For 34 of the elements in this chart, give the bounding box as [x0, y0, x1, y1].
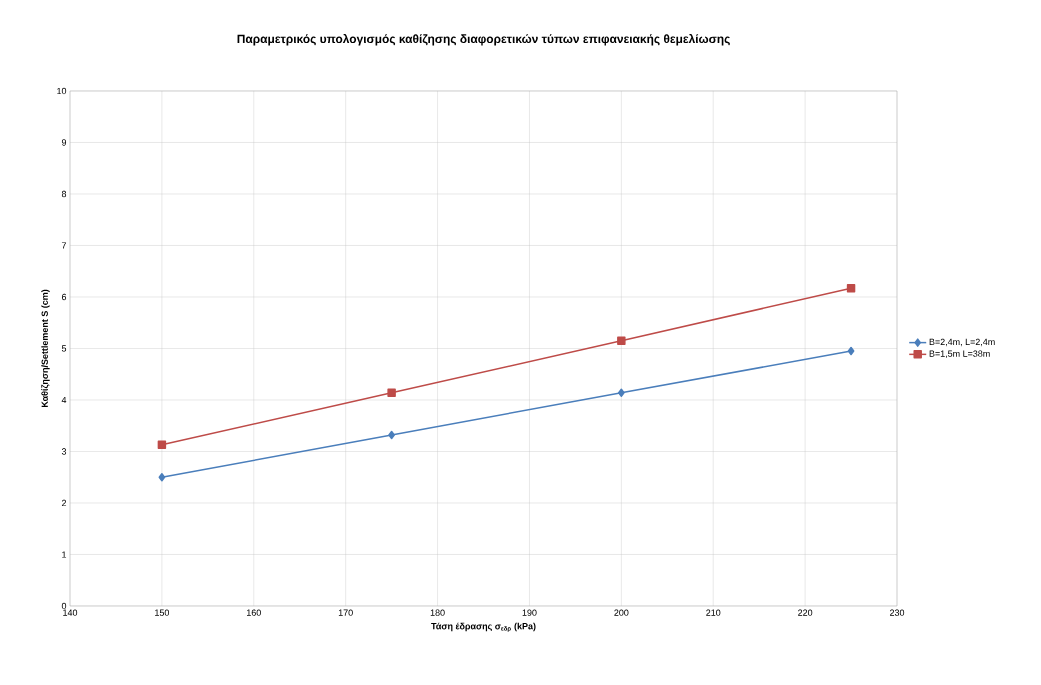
x-axis-title: Τάση έδρασης σ$_{εδρ}$ (kPa) [431, 622, 536, 632]
x-tick-label: 150 [155, 609, 170, 616]
y-tick-label: 6 [61, 293, 67, 301]
y-tick-label: 4 [61, 396, 67, 404]
point [388, 430, 395, 440]
x-tick-label: 180 [430, 609, 445, 616]
x-tick-label: 200 [614, 609, 629, 616]
y-tick-label: 2 [61, 499, 67, 507]
y-tick-label: 9 [61, 139, 67, 146]
y-tick-label: 1 [62, 551, 67, 558]
x-tick-label: 140 [63, 609, 78, 616]
x-tick-label: 210 [706, 609, 721, 616]
point [387, 388, 396, 398]
y-tick-label: 5 [61, 345, 67, 352]
x-tick-label: 190 [522, 609, 537, 616]
chart-title: Παραμετρικός υπολογισμός καθίζησης διαφορετικών τύπων επιφανειακής θεμελίωσης [237, 34, 730, 46]
point [617, 388, 625, 398]
point [158, 473, 166, 482]
point [157, 440, 167, 450]
y-tick-label: 8 [61, 190, 67, 198]
y-tick-label: 0 [61, 602, 67, 610]
y-axis-title: Καθίζηση/Settlement S (cm) [41, 289, 50, 408]
x-tick-label: 170 [338, 609, 353, 616]
y-tick-label: 10 [57, 87, 67, 95]
y-tick-label: 3 [61, 448, 67, 455]
x-tick-label: 230 [889, 609, 905, 616]
legend-label: B=2,4m, L=2,4m [929, 338, 995, 347]
y-tick-label: 7 [61, 242, 67, 249]
x-tick-label: 160 [247, 609, 261, 616]
point [847, 346, 855, 356]
legend-label: B=1,5m L=38m [929, 350, 990, 358]
x-tick-label: 220 [798, 609, 813, 616]
point [846, 283, 856, 293]
point [617, 336, 626, 345]
